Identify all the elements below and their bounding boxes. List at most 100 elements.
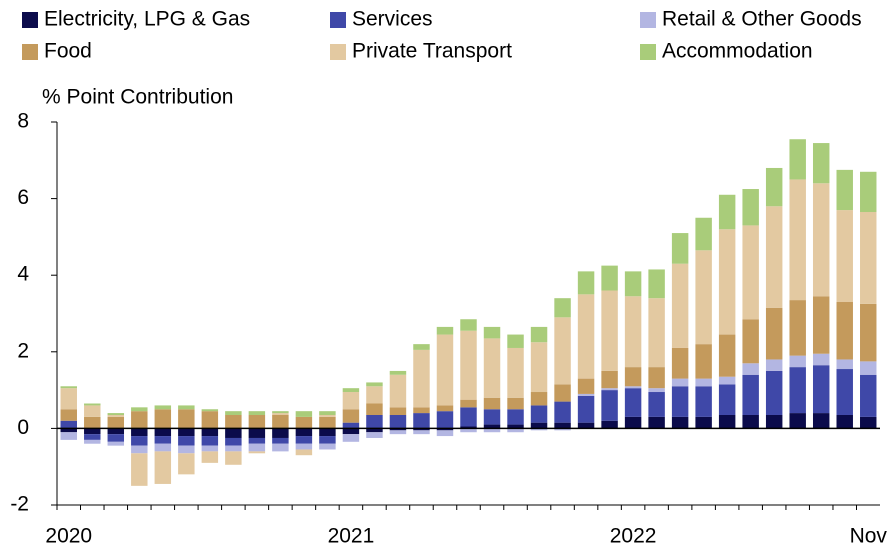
bar-segment: [554, 401, 571, 423]
bar-segment: [272, 414, 289, 429]
bar-segment: [225, 411, 242, 415]
bar-segment: [84, 439, 101, 444]
bar-segment: [671, 416, 689, 429]
bar-segment: [201, 436, 219, 446]
bar-segment: [742, 414, 759, 429]
bar-segment: [507, 428, 524, 433]
legend-label: Food: [44, 40, 92, 63]
legend-label: Services: [352, 8, 433, 31]
legend-label: Accommodation: [662, 40, 813, 63]
bar-segment: [131, 453, 148, 486]
bar-segment: [483, 397, 501, 410]
bar-segment: [812, 183, 830, 297]
bar-segment: [436, 334, 454, 406]
bar-segment: [554, 317, 571, 385]
bar-segment: [131, 407, 148, 412]
bar-segment: [201, 445, 219, 452]
bar-segment: [601, 420, 618, 429]
bar-segment: [460, 330, 477, 400]
bar-segment: [577, 393, 595, 396]
legend-swatch: [330, 12, 346, 28]
bar-segment: [671, 233, 689, 264]
bar-segment: [248, 428, 266, 438]
bar-segment: [225, 437, 242, 446]
bar-segment: [836, 414, 853, 429]
bar-segment: [225, 451, 242, 465]
bar-segment: [413, 430, 430, 435]
bar-segment: [742, 189, 759, 226]
bar-segment: [718, 229, 736, 335]
bar-segment: [295, 416, 313, 429]
x-tick-label: 2020: [45, 525, 92, 548]
bar-segment: [107, 416, 125, 429]
bar-segment: [624, 386, 642, 389]
bar-segment: [436, 428, 454, 431]
bar-segment: [601, 370, 618, 389]
bar-segment: [389, 370, 407, 375]
bar-segment: [530, 422, 548, 429]
legend-swatch: [22, 12, 38, 28]
bar-segment: [836, 210, 853, 303]
bar-segment: [601, 290, 618, 371]
bar-segment: [860, 212, 877, 304]
bar-segment: [671, 378, 689, 387]
bar-segment: [530, 342, 548, 393]
bar-segment: [342, 392, 360, 410]
bar-segment: [718, 414, 736, 429]
bar-segment: [295, 428, 313, 437]
bar-segment: [577, 378, 595, 394]
y-tick-label: 0: [17, 416, 29, 439]
bar-segment: [107, 414, 125, 417]
bar-segment: [836, 302, 853, 360]
bar-segment: [601, 265, 618, 291]
bar-segment: [648, 416, 665, 429]
bar-segment: [577, 395, 595, 423]
bar-segment: [178, 428, 195, 437]
bar-segment: [836, 369, 853, 415]
bar-segment: [577, 294, 595, 379]
bar-segment: [530, 405, 548, 423]
bar-segment: [154, 436, 172, 444]
bar-segment: [60, 428, 77, 433]
bar-segment: [483, 424, 501, 429]
bar-segment: [671, 386, 689, 417]
bar-segment: [248, 451, 266, 454]
y-axis-label: % Point Contribution: [42, 86, 233, 109]
legend-swatch: [22, 44, 38, 60]
bar-segment: [789, 367, 806, 414]
bar-segment: [860, 303, 877, 362]
bar-segment: [272, 437, 289, 444]
bar-segment: [789, 179, 806, 301]
bar-segment: [460, 319, 477, 331]
bar-segment: [812, 365, 830, 414]
bar-segment: [178, 405, 195, 410]
bar-segment: [319, 411, 336, 415]
bar-segment: [295, 449, 313, 456]
bar-segment: [695, 217, 712, 251]
bar-segment: [507, 397, 524, 410]
bar-segment: [836, 359, 853, 370]
bar-segment: [483, 409, 501, 425]
bar-segment: [765, 307, 783, 360]
bar-segment: [178, 453, 195, 475]
legend-swatch: [640, 12, 656, 28]
bar-segment: [413, 407, 430, 414]
bar-segment: [812, 296, 830, 354]
bar-segment: [671, 263, 689, 348]
bar-segment: [342, 434, 360, 442]
x-tick-label: 2021: [328, 525, 375, 548]
bar-segment: [789, 300, 806, 356]
bar-segment: [366, 428, 383, 433]
bar-segment: [154, 405, 172, 410]
bar-segment: [60, 409, 77, 421]
bar-segment: [695, 250, 712, 345]
bar-segment: [648, 388, 665, 393]
bar-segment: [178, 409, 195, 429]
bar-segment: [201, 409, 219, 412]
bar-segment: [554, 384, 571, 402]
bar-segment: [483, 428, 501, 433]
bar-segment: [131, 428, 148, 437]
bar-segment: [648, 298, 665, 368]
bar-segment: [366, 414, 383, 429]
bar-segment: [507, 347, 524, 398]
